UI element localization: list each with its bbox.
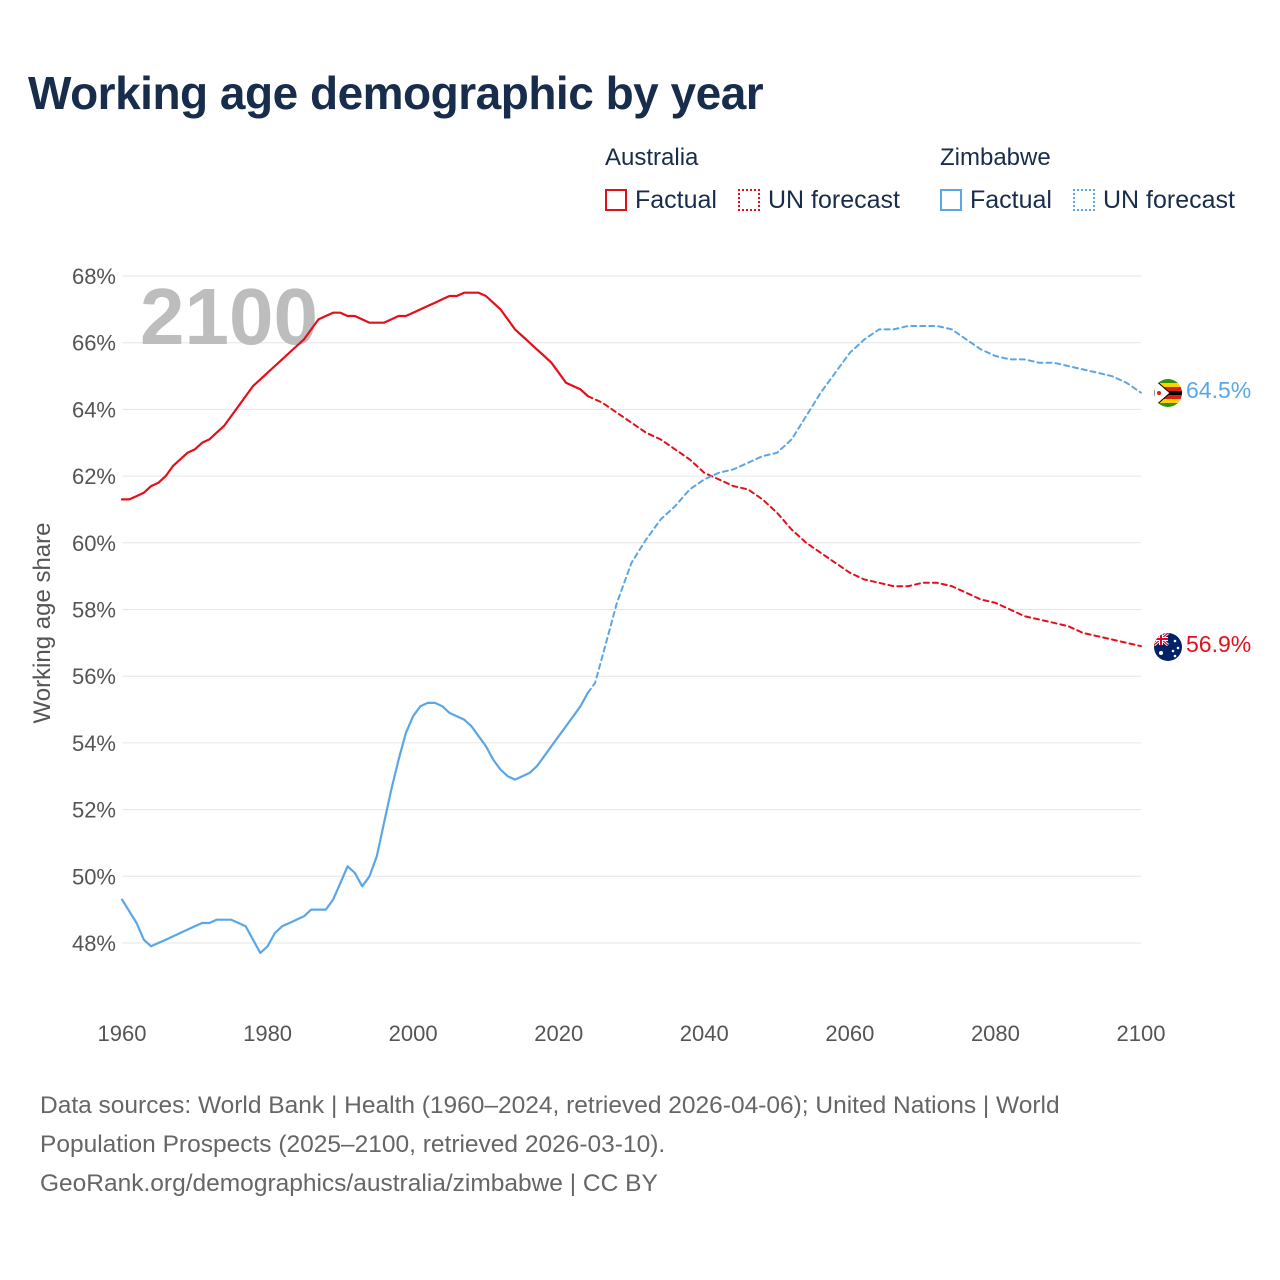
year-overlay: 2100 <box>140 272 318 361</box>
legend-swatch-solid-red <box>605 189 627 211</box>
legend-swatch-dotted-red <box>738 189 760 211</box>
footer-line-1: Data sources: World Bank | Health (1960–… <box>40 1092 1060 1119</box>
y-tick-label: 52% <box>72 798 116 823</box>
x-tick-label: 2000 <box>389 1021 438 1046</box>
y-tick-label: 62% <box>72 464 116 489</box>
x-tick-label: 1980 <box>243 1021 292 1046</box>
y-tick-label: 64% <box>72 397 116 422</box>
footer-line-3: GeoRank.org/demographics/australia/zimba… <box>40 1170 658 1197</box>
x-tick-label: 2060 <box>825 1021 874 1046</box>
y-tick-label: 54% <box>72 731 116 756</box>
chart-title: Working age demographic by year <box>28 67 764 119</box>
x-tick-label: 2040 <box>680 1021 729 1046</box>
australia-flag-icon <box>1154 633 1182 661</box>
legend-swatch-dotted-blue <box>1073 189 1095 211</box>
legend-zimbabwe-forecast-label: UN forecast <box>1103 185 1235 214</box>
y-tick-label: 48% <box>72 931 116 956</box>
y-tick-label: 58% <box>72 598 116 623</box>
end-label-zimbabwe: 64.5% <box>1186 377 1251 403</box>
y-tick-label: 66% <box>72 331 116 356</box>
line-chart: 48% 50% 52% 54% 56% 58% 60% 62% 64% 66% 68% 1960 198… <box>29 264 1251 1046</box>
legend-australia-forecast[interactable]: UN forecast <box>738 184 900 216</box>
y-tick-label: 68% <box>72 264 116 289</box>
x-tick-label: 1960 <box>98 1021 147 1046</box>
legend-zimbabwe-title: Zimbabwe <box>940 144 1051 171</box>
footer-line-2: Population Prospects (2025–2100, retriev… <box>40 1131 666 1158</box>
legend-australia-factual-label: Factual <box>635 185 717 214</box>
x-tick-label: 2100 <box>1117 1021 1166 1046</box>
series-australia-factual[interactable] <box>120 291 589 501</box>
legend-australia-title: Australia <box>605 144 699 171</box>
zimbabwe-flag-icon <box>1154 379 1182 407</box>
x-tick-label: 2020 <box>534 1021 583 1046</box>
legend-zimbabwe-forecast[interactable]: UN forecast <box>1073 184 1235 216</box>
x-tick-label: 2080 <box>971 1021 1020 1046</box>
legend-australia-forecast-label: UN forecast <box>768 185 900 214</box>
series-zimbabwe-forecast[interactable] <box>586 325 1142 694</box>
footer-sources: Data sources: World Bank | Health (1960–… <box>40 1086 1240 1203</box>
y-tick-label: 56% <box>72 664 116 689</box>
y-tick-label: 60% <box>72 531 116 556</box>
legend-australia-factual[interactable]: Factual <box>605 184 717 216</box>
series-australia-forecast[interactable] <box>586 395 1142 648</box>
end-label-australia: 56.9% <box>1186 631 1251 657</box>
legend-zimbabwe-factual-label: Factual <box>970 185 1052 214</box>
legend-zimbabwe-factual[interactable]: Factual <box>940 184 1052 216</box>
series-zimbabwe-factual[interactable] <box>120 691 589 955</box>
legend-swatch-solid-blue <box>940 189 962 211</box>
y-tick-label: 50% <box>72 864 116 889</box>
y-axis-label: Working age share <box>29 523 56 724</box>
